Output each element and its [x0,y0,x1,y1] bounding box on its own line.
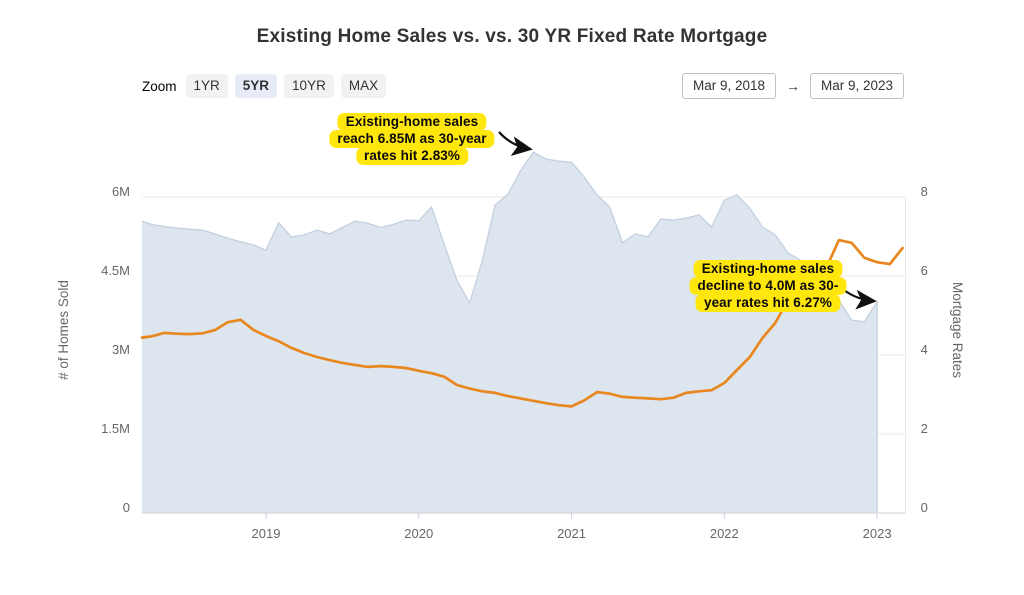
x-axis-tick-label: 2019 [252,526,281,541]
date-range-arrow-icon: → [786,78,800,94]
y-axis-right-tick-label: 6 [921,263,928,278]
y-axis-title-left: # of Homes Sold [56,280,71,380]
y-axis-title-right: Mortgage Rates [950,282,965,378]
annotation-line: Existing-home sales [337,113,487,131]
annotation-sales-decline: Existing-home sales decline to 4.0M as 3… [689,260,847,312]
chart-title: Existing Home Sales vs. vs. 30 YR Fixed … [256,26,768,47]
y-axis-right-tick-label: 0 [921,500,928,515]
date-to-input[interactable]: Mar 9, 2023 [810,72,904,100]
x-axis-tick-label: 2022 [710,526,739,541]
annotation-line: decline to 4.0M as 30- [689,277,847,295]
zoom-button-10yr[interactable]: 10YR [284,73,334,99]
annotation-line: rates hit 2.83% [355,147,469,165]
y-axis-left-tick-label: 4.5M [101,263,130,278]
y-axis-right-tick-label: 8 [921,184,928,199]
range-selector: Zoom 1YR 5YR 10YR MAX Mar 9, 2018 → Mar … [142,72,904,100]
annotation-line: Existing-home sales [693,260,843,278]
y-axis-right-tick-label: 2 [921,421,928,436]
zoom-button-1yr[interactable]: 1YR [185,73,228,99]
y-axis-left-tick-label: 1.5M [101,421,130,436]
x-axis-tick-label: 2021 [557,526,586,541]
annotation-sales-peak: Existing-home sales reach 6.85M as 30-ye… [329,113,495,165]
y-axis-right-tick-label: 4 [921,342,928,357]
y-axis-left-tick-label: 0 [123,500,130,515]
x-axis-tick-label: 2020 [404,526,433,541]
axes: 2019 2020 2021 2022 2023 0 1.5M 3M 4.5M 6M 0 2 4 6 8 [101,184,928,541]
zoom-label: Zoom [142,78,177,94]
zoom-button-5yr[interactable]: 5YR [234,73,278,99]
date-from-input[interactable]: Mar 9, 2018 [682,72,776,100]
annotation-line: year rates hit 6.27% [695,294,841,312]
zoom-button-max[interactable]: MAX [340,73,387,99]
y-axis-left-tick-label: 6M [112,184,130,199]
data-series [140,151,904,513]
x-axis-tick-label: 2023 [863,526,892,541]
y-axis-left-tick-label: 3M [112,342,130,357]
annotation-line: reach 6.85M as 30-year [329,130,495,148]
